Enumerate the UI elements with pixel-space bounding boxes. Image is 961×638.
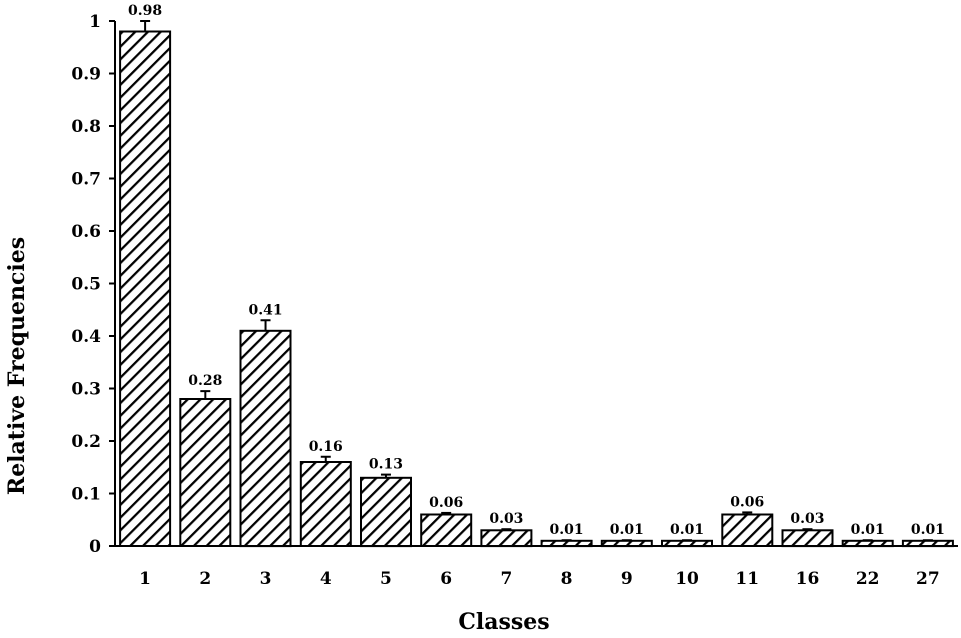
data-label: 0.13 xyxy=(369,457,403,473)
x-axis-title: Classes xyxy=(458,609,549,635)
x-tick-label: 6 xyxy=(440,569,452,589)
x-tick-label: 27 xyxy=(916,569,940,589)
x-tick-label: 16 xyxy=(796,569,820,589)
y-tick-label: 0.8 xyxy=(71,117,101,137)
data-label: 0.01 xyxy=(610,522,644,538)
bar xyxy=(420,513,473,547)
bar xyxy=(179,398,232,547)
y-tick-label: 0.6 xyxy=(71,222,101,242)
x-tick-label: 7 xyxy=(500,569,512,589)
bar xyxy=(360,476,412,548)
bar xyxy=(781,529,834,548)
data-label: 0.98 xyxy=(128,3,162,19)
x-tick-label: 10 xyxy=(675,569,699,589)
x-tick-label: 9 xyxy=(621,569,633,589)
data-label: 0.01 xyxy=(550,522,584,538)
data-label: 0.01 xyxy=(851,522,885,538)
x-tick-label: 8 xyxy=(561,569,573,589)
bar xyxy=(119,30,172,547)
y-tick-label: 0 xyxy=(89,537,101,557)
bar xyxy=(480,529,533,548)
y-tick-label: 0.1 xyxy=(71,485,101,505)
data-label: 0.28 xyxy=(188,373,222,389)
y-tick-label: 1 xyxy=(89,12,101,32)
y-tick-label: 0.7 xyxy=(71,170,101,190)
y-tick-label: 0.4 xyxy=(71,327,101,347)
y-axis-title: Relative Frequencies xyxy=(4,237,30,495)
data-label: 0.03 xyxy=(790,511,824,527)
data-label: 0.01 xyxy=(670,522,704,538)
data-label: 0.06 xyxy=(730,494,764,510)
bar xyxy=(239,329,292,548)
data-label: 0.41 xyxy=(248,302,282,318)
y-tick-label: 0.2 xyxy=(71,432,101,452)
y-tick-label: 0.5 xyxy=(71,275,101,295)
bar xyxy=(299,461,352,547)
x-tick-label: 22 xyxy=(856,569,880,589)
data-label: 0.06 xyxy=(429,495,463,511)
x-tick-label: 3 xyxy=(260,569,272,589)
x-tick-label: 4 xyxy=(320,569,332,589)
x-tick-label: 11 xyxy=(735,569,759,589)
x-tick-label: 2 xyxy=(199,569,211,589)
data-label: 0.03 xyxy=(489,511,523,527)
y-tick-label: 0.9 xyxy=(71,65,101,85)
data-label: 0.16 xyxy=(309,439,343,455)
axes-layer xyxy=(109,20,958,547)
x-tick-label: 1 xyxy=(139,569,151,589)
error-bars-layer xyxy=(140,20,933,542)
bar xyxy=(721,513,774,547)
labels-layer: 0.9810.2820.4130.1640.1350.0660.0370.018… xyxy=(71,3,945,589)
x-tick-label: 5 xyxy=(380,569,392,589)
bars-layer xyxy=(119,30,954,548)
y-tick-label: 0.3 xyxy=(71,380,101,400)
data-label: 0.01 xyxy=(911,522,945,538)
